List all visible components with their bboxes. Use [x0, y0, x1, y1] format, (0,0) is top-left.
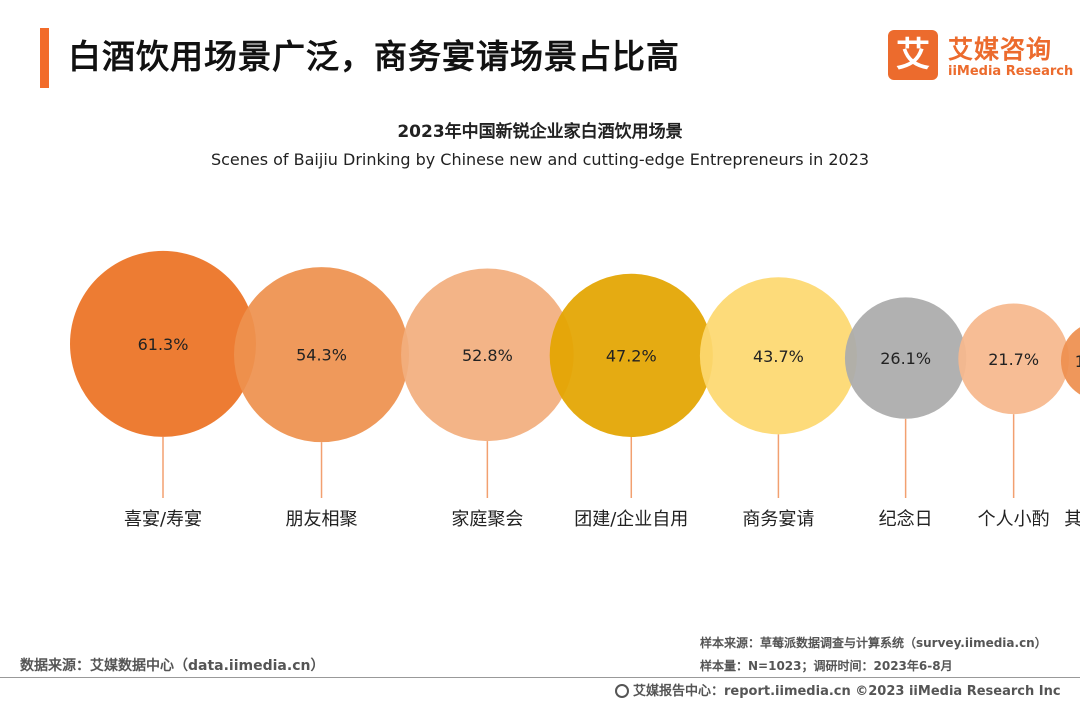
sample-size: 样本量：N=1023；调研时间：2023年6-8月: [700, 659, 953, 673]
value-label-5: 43.7%: [753, 347, 804, 366]
value-label-4: 47.2%: [606, 346, 657, 365]
iimedia-logo[interactable]: 艾 艾媒咨询 iiMedia Research: [888, 30, 1073, 82]
category-label-1: 喜宴/寿宴: [124, 508, 202, 530]
value-label-2: 54.3%: [296, 346, 347, 365]
report-center-text: 艾媒报告中心：report.iimedia.cn ©2023 iiMedia R…: [633, 684, 1061, 699]
category-label-2: 朋友相聚: [286, 509, 358, 530]
bubble-8[interactable]: [1060, 322, 1080, 400]
category-label-8: 其他场景: [1064, 509, 1080, 530]
bubble-3[interactable]: [401, 268, 574, 442]
sample-source: 样本来源：草莓派数据调查与计算系统（survey.iimedia.cn）: [700, 636, 1047, 650]
report-center[interactable]: 艾媒报告中心：report.iimedia.cn ©2023 iiMedia R…: [615, 680, 1061, 699]
value-label-3: 52.8%: [462, 346, 513, 365]
category-label-6: 纪念日: [879, 508, 933, 530]
category-label-3: 家庭聚会: [451, 509, 523, 530]
bubble-4[interactable]: [549, 273, 713, 437]
logo-mark-icon: [888, 30, 938, 80]
title-accent-bar: [40, 28, 49, 88]
category-label-7: 个人小酌: [978, 509, 1050, 530]
value-label-6: 26.1%: [880, 349, 931, 368]
category-label-4: 团建/企业自用: [574, 509, 688, 530]
value-label-7: 21.7%: [988, 350, 1039, 369]
page-title: 白酒饮用场景广泛，商务宴请场景占比高: [68, 37, 680, 76]
globe-icon: [615, 684, 629, 698]
logo-name-cn: 艾媒咨询: [948, 35, 1053, 64]
bubble-5[interactable]: [699, 277, 857, 435]
value-label-1: 61.3%: [138, 335, 189, 354]
chart-title: 2023年中国新锐企业家白酒饮用场景: [397, 122, 683, 142]
category-label-5: 商务宴请: [742, 508, 814, 530]
chart-subtitle: Scenes of Baijiu Drinking by Chinese new…: [210, 150, 870, 169]
bubble-7[interactable]: [958, 303, 1069, 415]
data-source: 数据来源：艾媒数据中心（data.iimedia.cn）: [20, 658, 325, 674]
bubble-1[interactable]: [70, 250, 256, 437]
value-label-8: 10.9%: [1075, 352, 1080, 371]
logo-name-en: iiMedia Research: [948, 64, 1074, 79]
logo-mark-text: 艾: [896, 35, 930, 75]
footer-divider: [0, 677, 1080, 678]
bubble-2[interactable]: [234, 267, 410, 443]
bubble-6[interactable]: [844, 297, 967, 419]
